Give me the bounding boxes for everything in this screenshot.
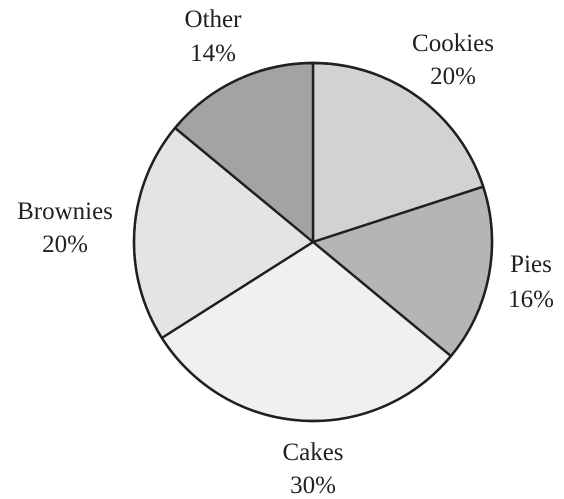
slice-label-pies-value: 16% — [508, 286, 554, 313]
slice-label-brownies-name: Brownies — [17, 198, 113, 225]
slice-label-other-name: Other — [185, 6, 243, 33]
slice-label-other-value: 14% — [190, 40, 236, 67]
slice-label-cakes-name: Cakes — [282, 439, 343, 466]
slice-label-cookies-value: 20% — [430, 63, 476, 90]
slice-label-pies-name: Pies — [510, 251, 552, 278]
slice-label-cookies-name: Cookies — [412, 30, 494, 57]
pie-slices — [134, 63, 492, 421]
slice-label-brownies-value: 20% — [42, 231, 88, 258]
slice-label-cakes-value: 30% — [290, 472, 336, 499]
